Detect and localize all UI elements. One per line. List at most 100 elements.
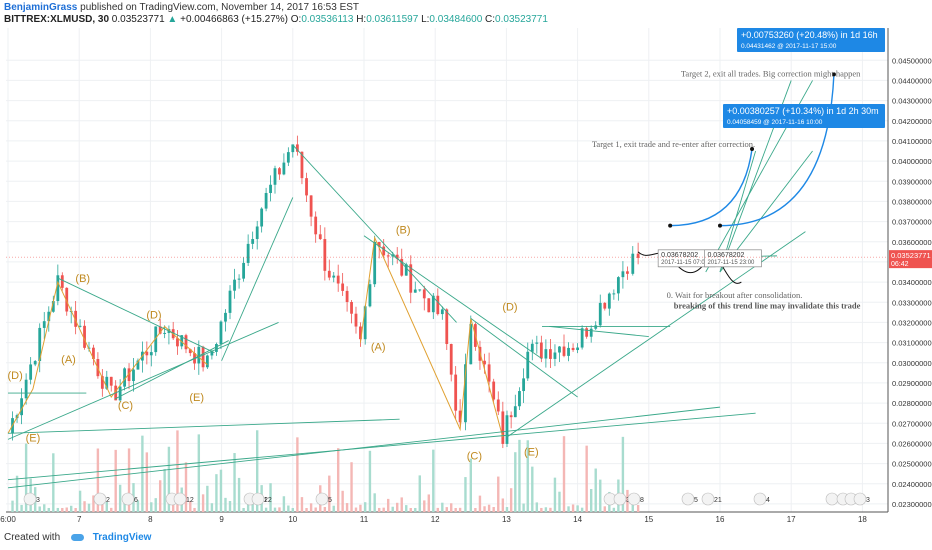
volume-bar — [136, 500, 140, 512]
target2-curve — [719, 74, 835, 227]
volume-bar — [11, 500, 14, 512]
candle-body — [427, 298, 431, 313]
volume-bar — [43, 504, 46, 512]
wave-label: (D) — [7, 370, 22, 382]
range-box-date: 2017-11-15 07:00 — [661, 260, 709, 266]
tradingview-cloud-icon — [70, 533, 84, 541]
volume-bar — [445, 507, 448, 512]
y-tick-label: 0.03400000 — [892, 278, 932, 287]
annotation-text: 0. Wait for breakout after consolidation… — [667, 290, 803, 300]
trend-line — [292, 144, 457, 323]
low-label: L: — [421, 14, 430, 25]
open-label: O: — [290, 14, 302, 25]
volume-bar — [626, 489, 629, 512]
annotations: Target 2, exit all trades. Big correctio… — [592, 68, 861, 310]
volume-bar — [201, 494, 205, 512]
volume-bar — [589, 489, 593, 512]
candle-body — [440, 309, 444, 315]
candle-body — [237, 278, 241, 280]
footer: Created with TradingView — [4, 532, 151, 543]
candle-body — [345, 290, 349, 303]
y-tick-label: 0.03800000 — [892, 197, 932, 206]
y-tick-label: 0.04100000 — [892, 137, 932, 146]
candle-body — [464, 364, 467, 423]
volume-bar — [636, 504, 640, 512]
volume-bar — [585, 445, 588, 512]
wave-label: (E) — [524, 447, 539, 459]
volume-bar — [441, 502, 444, 512]
volume-bar — [535, 502, 539, 512]
volume-bar — [83, 501, 86, 512]
candle-body — [260, 208, 264, 227]
close-value: 0.03523771 — [495, 14, 548, 25]
candle-body — [404, 264, 408, 276]
tradingview-brand-link[interactable]: TradingView — [92, 532, 152, 543]
trend-line — [57, 277, 215, 354]
candle-body — [418, 289, 422, 291]
y-tick-label: 0.03900000 — [892, 177, 932, 186]
candle-body — [127, 368, 131, 382]
event-badge — [173, 492, 187, 506]
volume-bar — [145, 452, 149, 512]
price-chart[interactable]: 0.04500000 0.04400000 0.04300000 0.04200000… — [0, 0, 932, 530]
candle-body — [92, 347, 95, 360]
range-box-value: 0.03678202 — [661, 252, 698, 259]
open-value: 0.03536113 — [301, 14, 354, 25]
candle-body — [56, 275, 60, 302]
volume-bar — [228, 500, 232, 512]
candle-body — [246, 243, 250, 263]
event-badge-count: 5 — [328, 497, 332, 504]
annotation-text: Target 2, exit all trades. Big correctio… — [681, 68, 861, 78]
y-tick-label: 0.02700000 — [892, 419, 932, 428]
candle-body — [492, 381, 496, 400]
volume-bar — [20, 504, 23, 512]
volume-bar — [540, 507, 543, 512]
y-tick-label: 0.04000000 — [892, 157, 932, 166]
volume-bar — [501, 498, 505, 512]
volume-bar — [464, 477, 467, 512]
candle-body — [341, 283, 345, 291]
volume-bar — [92, 495, 95, 512]
candle-body — [505, 415, 509, 444]
candles — [11, 135, 640, 449]
volume-bar — [314, 507, 317, 512]
event-badge — [93, 492, 107, 506]
candle-body — [553, 352, 557, 359]
volume-bar — [61, 507, 64, 512]
volume-bar — [242, 507, 245, 512]
candle-body — [105, 376, 109, 389]
volume-bar — [78, 490, 82, 512]
volume-bar — [282, 496, 286, 512]
volume-bar — [256, 430, 259, 512]
author-link[interactable]: BenjaminGrass — [4, 2, 78, 13]
candle-body — [78, 325, 82, 327]
event-badge-count: 4 — [766, 497, 770, 504]
candle-body — [616, 277, 620, 294]
candle-body — [631, 253, 635, 274]
volume-bar — [224, 497, 227, 512]
candle-body — [132, 369, 135, 382]
volume-bar — [105, 502, 108, 512]
volume-bar — [544, 507, 548, 512]
candle-body — [589, 328, 593, 337]
y-tick-label: 0.03200000 — [892, 318, 932, 327]
x-tick-label: 6:00 — [0, 515, 16, 524]
current-price-label: 0.03523771 — [891, 251, 931, 260]
volume-bar — [603, 506, 606, 512]
y-tick-label: 0.03600000 — [892, 238, 932, 247]
wave-label: (D) — [146, 309, 161, 321]
y-tick-label: 0.04300000 — [892, 97, 932, 106]
event-badge-count: 21 — [714, 497, 722, 504]
volume-bar — [114, 449, 117, 512]
wave-label: (B) — [75, 273, 90, 285]
annotation-text: breaking of this trend line may invalida… — [674, 300, 861, 310]
range-box-date: 2017-11-15 23:00 — [707, 260, 755, 266]
volume-bar — [233, 453, 236, 512]
x-tick-label: 17 — [787, 515, 796, 524]
candle-body — [501, 411, 505, 444]
trend-line — [549, 326, 649, 337]
symbol-label[interactable]: BITTREX:XLMUSD, 30 — [4, 14, 110, 25]
volume-bar — [47, 507, 50, 512]
candle-body — [215, 344, 218, 352]
event-badge — [23, 492, 37, 506]
